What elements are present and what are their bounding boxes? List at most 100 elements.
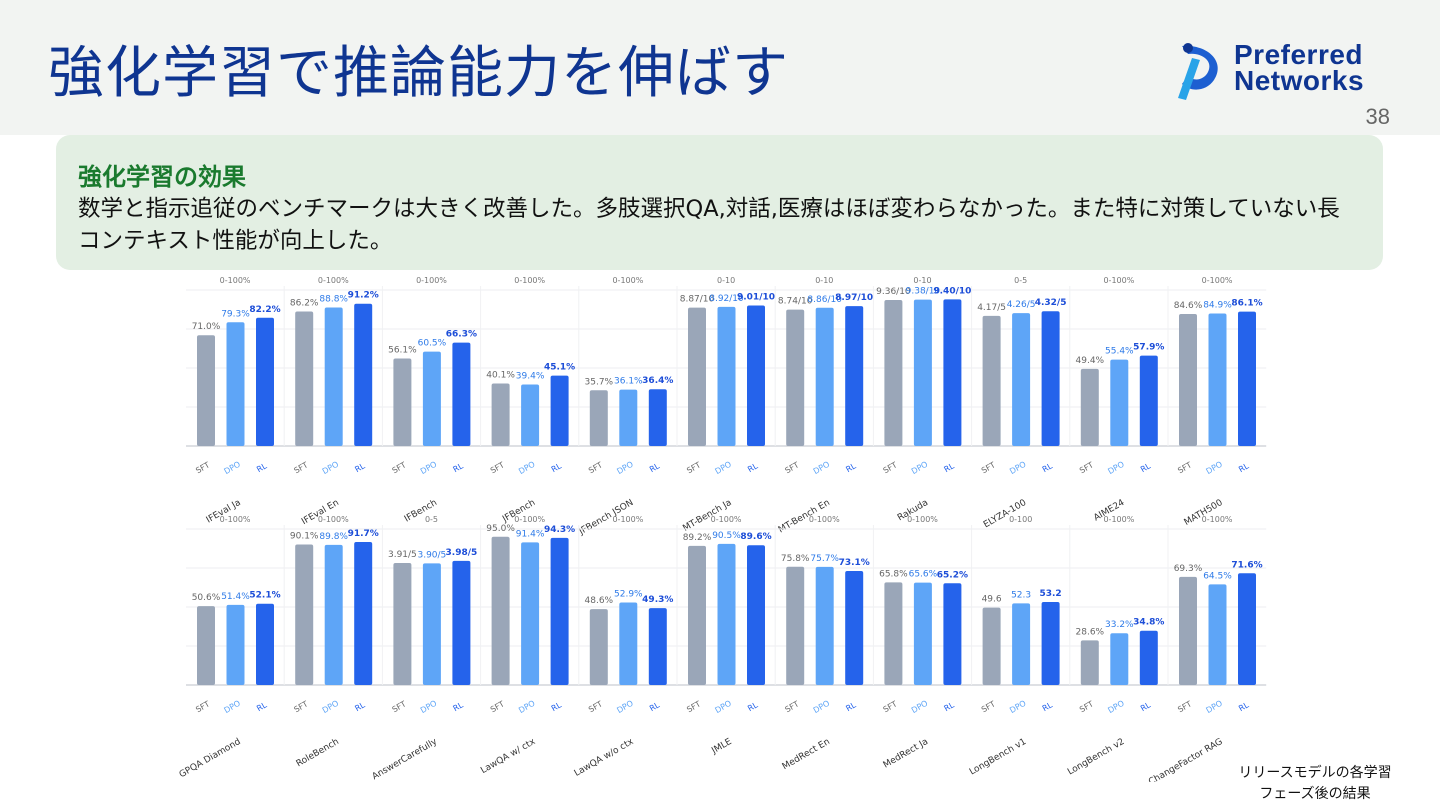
series-tick-label: SFT — [685, 460, 702, 475]
benchmark-label: LongBench v1 — [968, 737, 1028, 778]
value-label: 90.1% — [290, 531, 319, 541]
series-tick-label: RL — [1041, 461, 1055, 474]
value-label: 49.4% — [1076, 356, 1105, 366]
value-label: 4.32/5 — [1035, 298, 1067, 308]
value-label: 95.0% — [486, 524, 515, 534]
value-label: 9.40/10 — [933, 286, 971, 296]
bar-rl — [1238, 311, 1256, 446]
summary-text: 数学と指示追従のベンチマークは大きく改善した。多肢選択QA,対話,医療はほぼ変わ… — [78, 196, 1340, 254]
bar-dpo — [1110, 633, 1129, 685]
value-label: 8.92/10 — [709, 294, 744, 304]
bar-rl — [747, 305, 765, 446]
series-tick-label: DPO — [223, 699, 242, 715]
logo-wordmark: Preferred Networks — [1234, 39, 1365, 96]
series-tick-label: SFT — [685, 699, 702, 714]
value-label: 4.26/5 — [1007, 300, 1036, 310]
series-tick-label: DPO — [1106, 460, 1125, 476]
benchmark-label: GPQA Diamond — [178, 737, 243, 780]
bar-dpo — [324, 544, 343, 685]
series-tick-label: SFT — [1078, 699, 1095, 714]
series-tick-label: RL — [1237, 461, 1251, 474]
bar-rl — [845, 570, 864, 685]
series-tick-label: SFT — [1078, 460, 1095, 475]
benchmark-label: MedRect Ja — [882, 737, 930, 771]
range-label: 0-10 — [913, 276, 931, 285]
bar-dpo — [815, 307, 834, 446]
value-label: 55.4% — [1105, 347, 1134, 357]
bar-rl — [256, 603, 274, 685]
bar-sft — [589, 609, 608, 685]
value-label: 84.9% — [1203, 301, 1232, 311]
series-tick-label: RL — [943, 700, 957, 713]
series-tick-label: DPO — [517, 460, 536, 476]
bar-dpo — [1012, 313, 1031, 446]
company-logo: Preferred Networks — [1168, 40, 1418, 102]
series-tick-label: SFT — [882, 460, 899, 475]
logo-mark-icon — [1178, 43, 1218, 100]
series-tick-label: SFT — [489, 699, 506, 714]
series-tick-label: DPO — [1205, 460, 1224, 476]
series-tick-label: SFT — [194, 699, 211, 714]
bar-sft — [982, 607, 1001, 685]
series-tick-label: SFT — [783, 460, 800, 475]
range-label: 0-100% — [1103, 276, 1134, 285]
series-tick-label: SFT — [980, 460, 997, 475]
bar-sft — [1179, 576, 1197, 685]
bar-dpo — [521, 384, 540, 446]
value-label: 53.2 — [1039, 589, 1061, 599]
logo-line2: Networks — [1234, 65, 1365, 96]
value-label: 39.4% — [516, 372, 545, 382]
series-tick-label: DPO — [812, 699, 831, 715]
value-label: 86.1% — [1231, 299, 1262, 309]
bar-sft — [884, 582, 903, 685]
bar-dpo — [1012, 603, 1031, 685]
series-tick-label: RL — [255, 700, 269, 713]
value-label: 28.6% — [1076, 627, 1105, 637]
benchmark-label: LawQA w/ ctx — [479, 737, 537, 777]
series-tick-label: DPO — [419, 460, 438, 476]
value-label: 8.86/10 — [807, 295, 842, 305]
series-tick-label: DPO — [1008, 460, 1027, 476]
value-label: 69.3% — [1174, 564, 1203, 574]
series-tick-label: SFT — [391, 699, 408, 714]
bar-rl — [648, 389, 667, 446]
series-tick-label: DPO — [910, 699, 929, 715]
bar-rl — [747, 545, 765, 685]
value-label: 3.98/5 — [446, 548, 478, 558]
series-tick-label: DPO — [615, 460, 634, 476]
value-label: 8.97/10 — [835, 293, 873, 303]
bar-dpo — [1110, 359, 1129, 446]
range-label: 0-100% — [220, 515, 251, 524]
value-label: 75.8% — [781, 554, 810, 564]
bar-dpo — [226, 322, 245, 446]
benchmark-label: RoleBench — [295, 737, 341, 769]
series-tick-label: SFT — [1176, 699, 1193, 714]
bar-dpo — [1208, 584, 1227, 685]
bar-dpo — [422, 563, 441, 685]
series-tick-label: SFT — [292, 699, 309, 714]
value-label: 90.5% — [712, 531, 741, 541]
value-label: 3.91/5 — [388, 550, 417, 560]
value-label: 66.3% — [446, 330, 477, 340]
series-tick-label: RL — [452, 461, 466, 474]
benchmark-label: AnswerCarefully — [371, 737, 440, 782]
series-tick-label: RL — [648, 700, 662, 713]
value-label: 33.2% — [1105, 620, 1134, 630]
logo-line1: Preferred — [1234, 39, 1364, 70]
value-label: 91.7% — [348, 529, 379, 539]
value-label: 89.8% — [319, 532, 348, 542]
value-label: 49.3% — [642, 595, 673, 605]
summary-box — [56, 135, 1383, 270]
series-tick-label: DPO — [615, 699, 634, 715]
series-tick-label: RL — [1139, 700, 1153, 713]
series-tick-label: DPO — [321, 699, 340, 715]
range-label: 0-100% — [612, 515, 643, 524]
series-tick-label: DPO — [1008, 699, 1027, 715]
bar-sft — [491, 536, 510, 685]
value-label: 91.2% — [348, 291, 379, 301]
value-label: 65.2% — [937, 570, 968, 580]
bar-rl — [1139, 630, 1158, 685]
series-tick-label: RL — [746, 700, 760, 713]
bar-dpo — [619, 602, 638, 685]
value-label: 82.2% — [249, 305, 280, 315]
